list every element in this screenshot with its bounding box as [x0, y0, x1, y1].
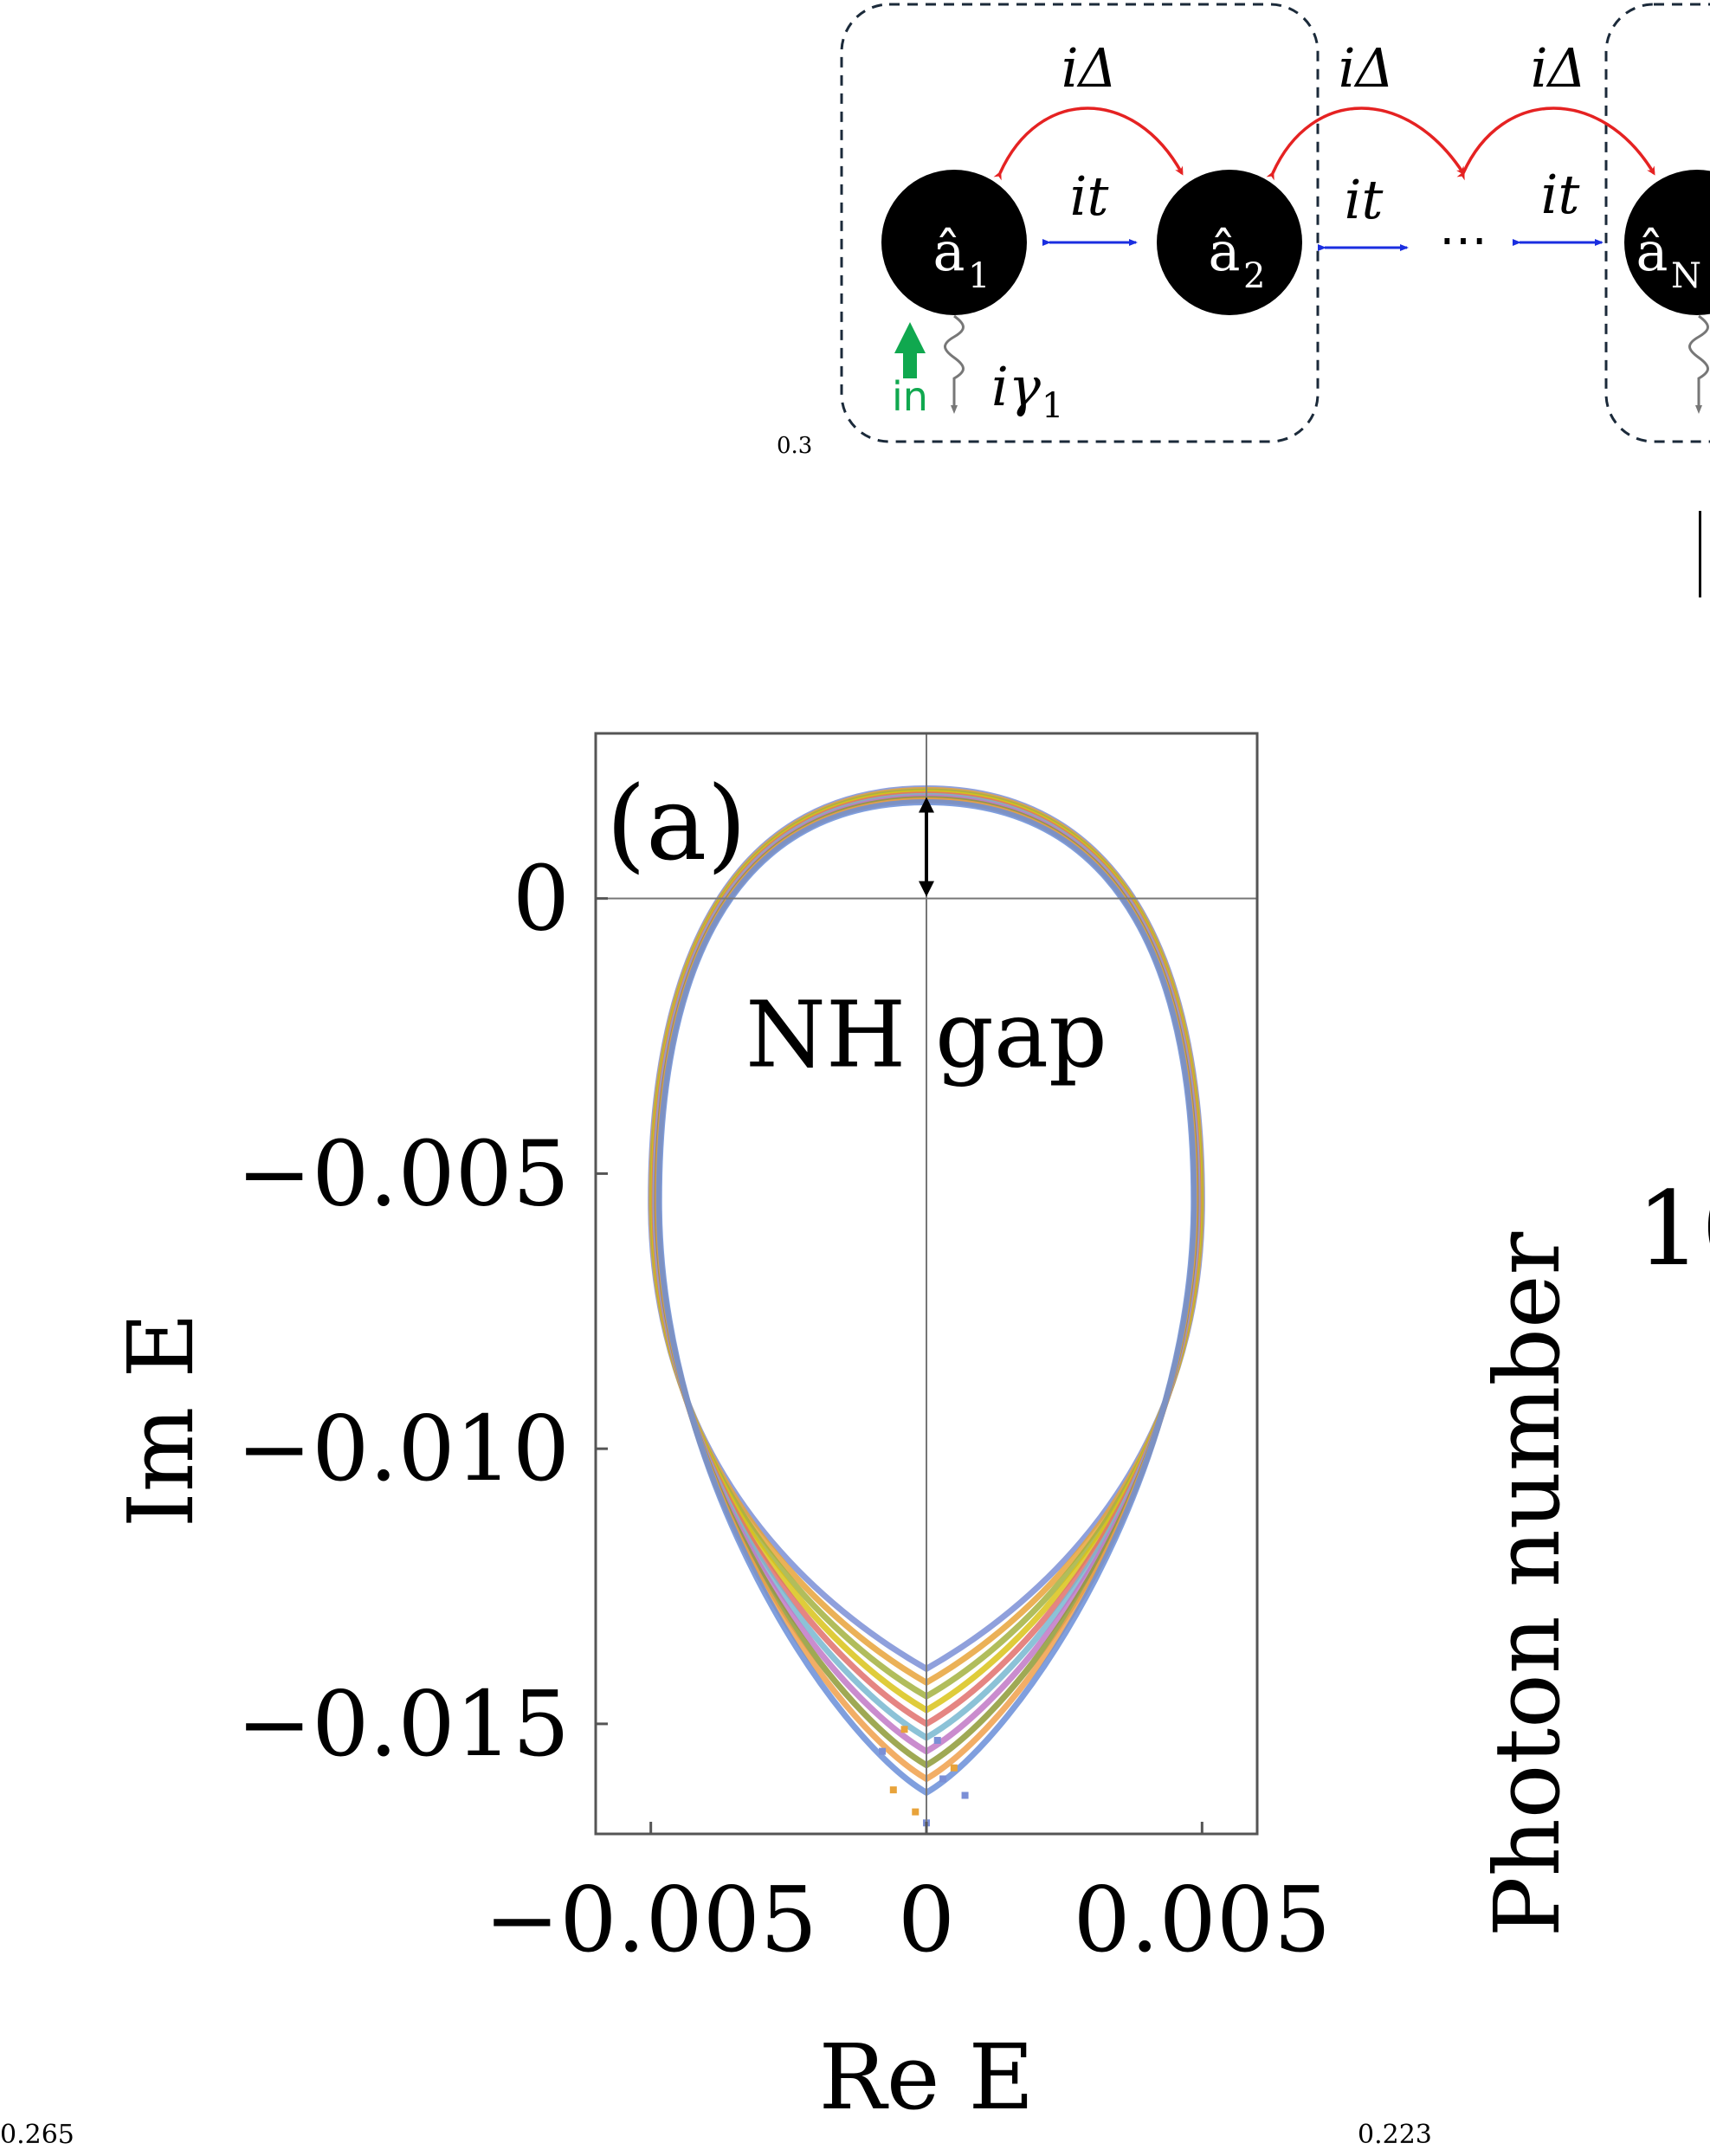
gap-arrow-head-down	[919, 881, 934, 897]
hopping-label-3: it	[1541, 163, 1580, 226]
tail-point-9	[933, 1736, 941, 1744]
site-1-operator: â	[933, 220, 965, 283]
site-2-operator: â	[1209, 220, 1241, 283]
loss-arrow-1	[944, 314, 965, 414]
loss-subscript: 1	[1042, 386, 1063, 426]
x-tick-label: 0.005	[1073, 1867, 1331, 1972]
pair-label-3: iΔ	[1531, 36, 1587, 100]
margin-label-bottom-mid: 0.223	[1358, 2120, 1432, 2150]
site-n-subscript: N	[1671, 256, 1701, 296]
x-axis-title: Re E	[819, 2024, 1035, 2130]
site-n: â N	[1624, 170, 1710, 315]
pair-label-1: iΔ	[1061, 36, 1118, 100]
tail-point-4	[950, 1764, 958, 1772]
pairing-arcs	[993, 107, 1655, 181]
loss-label: iγ	[991, 355, 1042, 418]
tail-point-6	[912, 1808, 920, 1816]
tail-point-7	[961, 1791, 969, 1799]
tail-point-2	[889, 1786, 897, 1794]
panel-label: (a)	[606, 764, 746, 883]
y-axis-title: Im E	[108, 1313, 214, 1528]
tick-labels: −0.005 0 0.005 0 −0.005 −0.010 −0.015	[236, 846, 1331, 1972]
tail-point-1	[879, 1747, 887, 1755]
site-1-subscript: 1	[968, 256, 990, 296]
tail-point-8	[900, 1726, 908, 1733]
nh-gap-annotation: NH gap	[745, 982, 1107, 1088]
input-arrow	[894, 322, 926, 378]
hopping-label-2: it	[1345, 168, 1384, 231]
loss-arrow-n	[1688, 314, 1709, 414]
chain-schematic: â 1 â 2 â N it it it ⋯ iΔ iΔ	[777, 3, 1710, 459]
pair-label-2: iΔ	[1339, 36, 1395, 100]
hopping-arrows	[1042, 239, 1604, 251]
unit-cell-box-2	[1604, 3, 1710, 443]
panel-b-tick-fragment: 10	[1636, 1169, 1710, 1288]
input-label: in	[892, 373, 928, 420]
site-2-subscript: 2	[1243, 256, 1265, 296]
tail-point-3	[939, 1775, 947, 1783]
site-1: â 1	[881, 170, 1027, 315]
x-tick-label: 0	[898, 1867, 955, 1972]
y-tick-label: −0.010	[236, 1396, 570, 1501]
x-tick-label: −0.005	[484, 1867, 817, 1972]
y-tick-label: 0	[513, 846, 570, 952]
axes	[594, 732, 1259, 1836]
margin-label-bottom-left: 0.265	[0, 2120, 74, 2150]
edge-fragment	[1699, 511, 1705, 597]
ellipsis: ⋯	[1439, 212, 1487, 268]
margin-label-top: 0.3	[777, 433, 812, 459]
panel-b-y-axis-title: Photon number	[1474, 1232, 1580, 1938]
hopping-label-1: it	[1070, 165, 1109, 228]
panel-a-chart: −0.005 0 0.005 0 −0.005 −0.010 −0.015 (a) Re E…	[108, 732, 1710, 2130]
unit-cell-box-1	[840, 3, 1320, 443]
site-n-operator: â	[1636, 220, 1668, 283]
y-tick-label: −0.015	[236, 1671, 570, 1777]
site-2: â 2	[1157, 170, 1302, 315]
y-tick-label: −0.005	[236, 1120, 570, 1226]
gap-arrow-head-up	[919, 797, 934, 813]
